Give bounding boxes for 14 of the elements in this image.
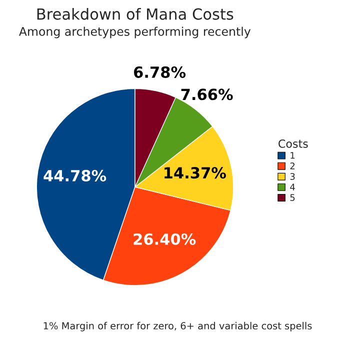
legend-label: 5 xyxy=(290,194,295,201)
data-label: 14.37% xyxy=(164,167,226,179)
legend-title: Costs xyxy=(278,139,308,148)
text: 1% Margin of error for zero, 6+ and variable cost spells xyxy=(44,322,312,332)
legend-label: 1 xyxy=(290,152,295,159)
legend-label: 3 xyxy=(290,173,295,180)
chart-title: Breakdown of Mana Costs xyxy=(37,8,234,20)
data-label: 7.66% xyxy=(181,88,233,100)
legend-label: 2 xyxy=(290,162,294,170)
chart-subtitle: Among archetypes performing recently xyxy=(18,26,251,38)
data-label: 26.40% xyxy=(134,233,196,245)
legend-label: 4 xyxy=(290,184,295,190)
data-label: 6.78% xyxy=(134,66,186,78)
data-label: 44.78% xyxy=(44,170,106,182)
